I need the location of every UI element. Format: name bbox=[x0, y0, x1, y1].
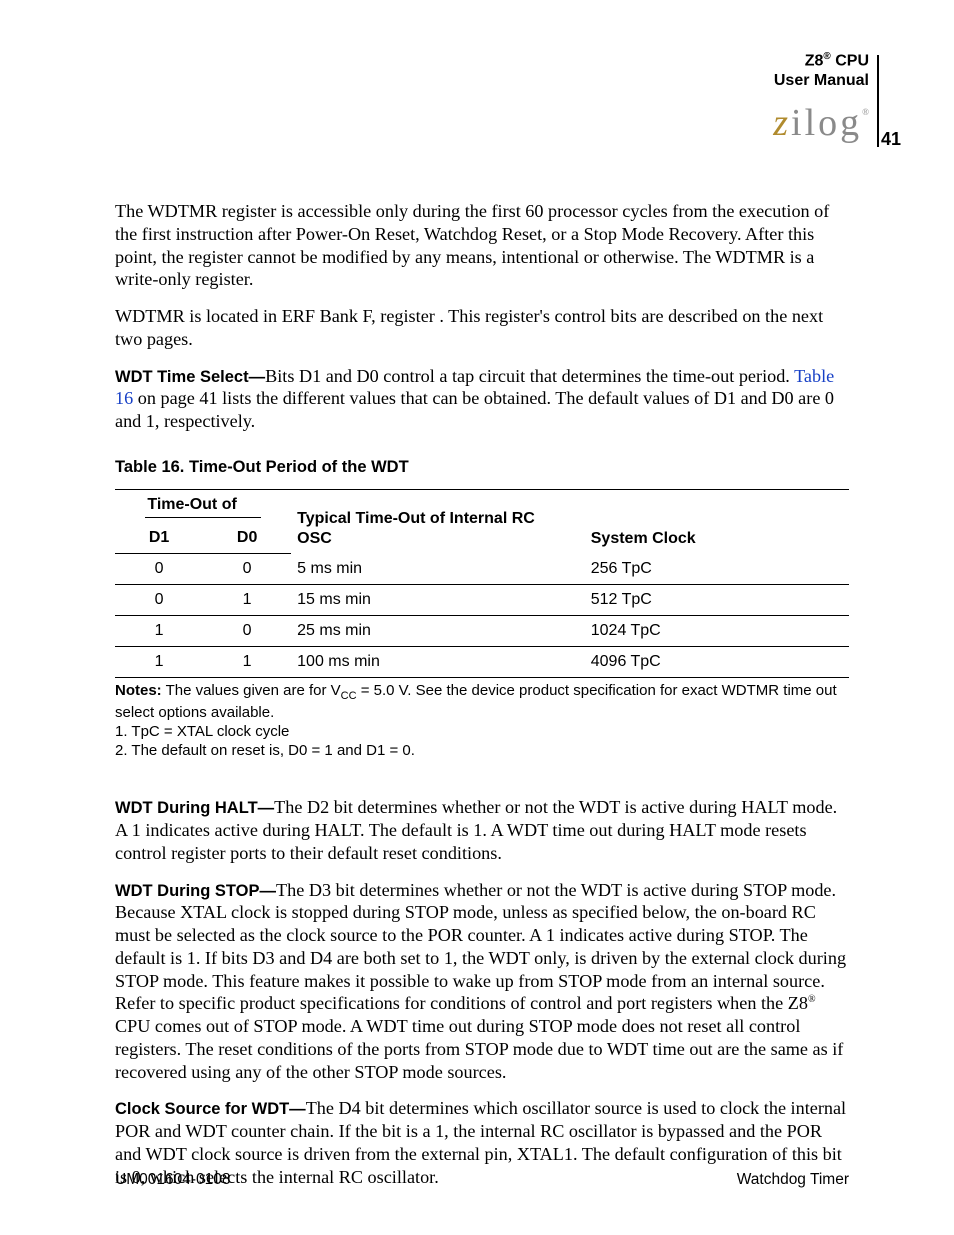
wdt-stop-label: WDT During STOP— bbox=[115, 882, 276, 900]
cell-osc: 25 ms min bbox=[291, 616, 585, 647]
osc-line2: OSC bbox=[297, 530, 332, 547]
doc-number: UM001604-0108 bbox=[115, 1171, 230, 1189]
text-run: on page 41 lists the different values th… bbox=[115, 388, 834, 431]
wdt-halt-label: WDT During HALT— bbox=[115, 799, 274, 817]
wdt-time-select-label: WDT Time Select— bbox=[115, 368, 265, 386]
page: Z8® CPU User Manual zilog® 41 The WDTMR … bbox=[0, 0, 954, 1235]
col-system-clock: System Clock bbox=[585, 490, 849, 554]
section-name: Watchdog Timer bbox=[737, 1171, 849, 1189]
cpu-label: CPU bbox=[831, 52, 869, 69]
paragraph: WDTMR is located in ERF Bank F, register… bbox=[115, 305, 849, 351]
cell-d1: 0 bbox=[115, 585, 203, 616]
col-osc: Typical Time-Out of Internal RC OSC bbox=[291, 490, 585, 554]
col-group-timeout: Time-Out of bbox=[115, 490, 291, 524]
note-2: 2. The default on reset is, D0 = 1 and D… bbox=[115, 742, 415, 759]
reg-mark: ® bbox=[808, 994, 816, 1005]
paragraph: WDT Time Select—Bits D1 and D0 control a… bbox=[115, 365, 849, 433]
doc-title: Z8® CPU User Manual bbox=[774, 51, 869, 90]
page-footer: UM001604-0108 Watchdog Timer bbox=[115, 1171, 849, 1189]
clock-source-label: Clock Source for WDT— bbox=[115, 1100, 306, 1118]
text-run: CPU comes out of STOP mode. A WDT time o… bbox=[115, 1016, 843, 1082]
logo-z: z bbox=[773, 102, 791, 144]
cell-d1: 0 bbox=[115, 554, 203, 585]
note-text: The values given are for V bbox=[162, 682, 341, 699]
table-row: 0 0 5 ms min 256 TpC bbox=[115, 554, 849, 585]
product-name: Z8 bbox=[805, 52, 824, 69]
vcc-sub: CC bbox=[341, 690, 357, 702]
table-notes: Notes: The values given are for VCC = 5.… bbox=[115, 682, 849, 760]
reg-mark: ® bbox=[823, 51, 830, 62]
cell-osc: 15 ms min bbox=[291, 585, 585, 616]
cell-sys: 4096 TpC bbox=[585, 647, 849, 678]
cell-sys: 512 TpC bbox=[585, 585, 849, 616]
osc-line1: Typical Time-Out of Internal RC bbox=[297, 510, 535, 527]
col-d1: D1 bbox=[115, 523, 203, 554]
col-d0: D0 bbox=[203, 523, 291, 554]
paragraph: WDT During STOP—The D3 bit determines wh… bbox=[115, 879, 849, 1084]
cell-sys: 256 TpC bbox=[585, 554, 849, 585]
cell-osc: 100 ms min bbox=[291, 647, 585, 678]
paragraph: WDT During HALT—The D2 bit determines wh… bbox=[115, 796, 849, 864]
table-row: 0 1 15 ms min 512 TpC bbox=[115, 585, 849, 616]
wdt-timeout-table: Time-Out of Typical Time-Out of Internal… bbox=[115, 489, 849, 678]
page-header: Z8® CPU User Manual zilog® 41 bbox=[115, 55, 849, 155]
cell-d1: 1 bbox=[115, 647, 203, 678]
cell-osc: 5 ms min bbox=[291, 554, 585, 585]
paragraph: The WDTMR register is accessible only du… bbox=[115, 200, 849, 291]
header-divider bbox=[877, 55, 879, 147]
table-row: 1 0 25 ms min 1024 TpC bbox=[115, 616, 849, 647]
text-run: Bits D1 and D0 control a tap circuit tha… bbox=[265, 366, 794, 386]
notes-label: Notes: bbox=[115, 682, 162, 699]
table-title: Table 16. Time-Out Period of the WDT bbox=[115, 457, 849, 478]
group-span: Time-Out of bbox=[145, 495, 260, 518]
cell-d0: 1 bbox=[203, 585, 291, 616]
zilog-logo: zilog® bbox=[773, 101, 869, 145]
logo-rest: ilog bbox=[791, 102, 862, 144]
doc-subtitle: User Manual bbox=[774, 72, 869, 89]
cell-sys: 1024 TpC bbox=[585, 616, 849, 647]
note-1: 1. TpC = XTAL clock cycle bbox=[115, 723, 289, 740]
cell-d0: 0 bbox=[203, 554, 291, 585]
cell-d0: 0 bbox=[203, 616, 291, 647]
cell-d0: 1 bbox=[203, 647, 291, 678]
table-row: 1 1 100 ms min 4096 TpC bbox=[115, 647, 849, 678]
body-text: The WDTMR register is accessible only du… bbox=[115, 200, 849, 1188]
logo-reg: ® bbox=[862, 107, 869, 117]
cell-d1: 1 bbox=[115, 616, 203, 647]
page-number: 41 bbox=[881, 129, 901, 150]
